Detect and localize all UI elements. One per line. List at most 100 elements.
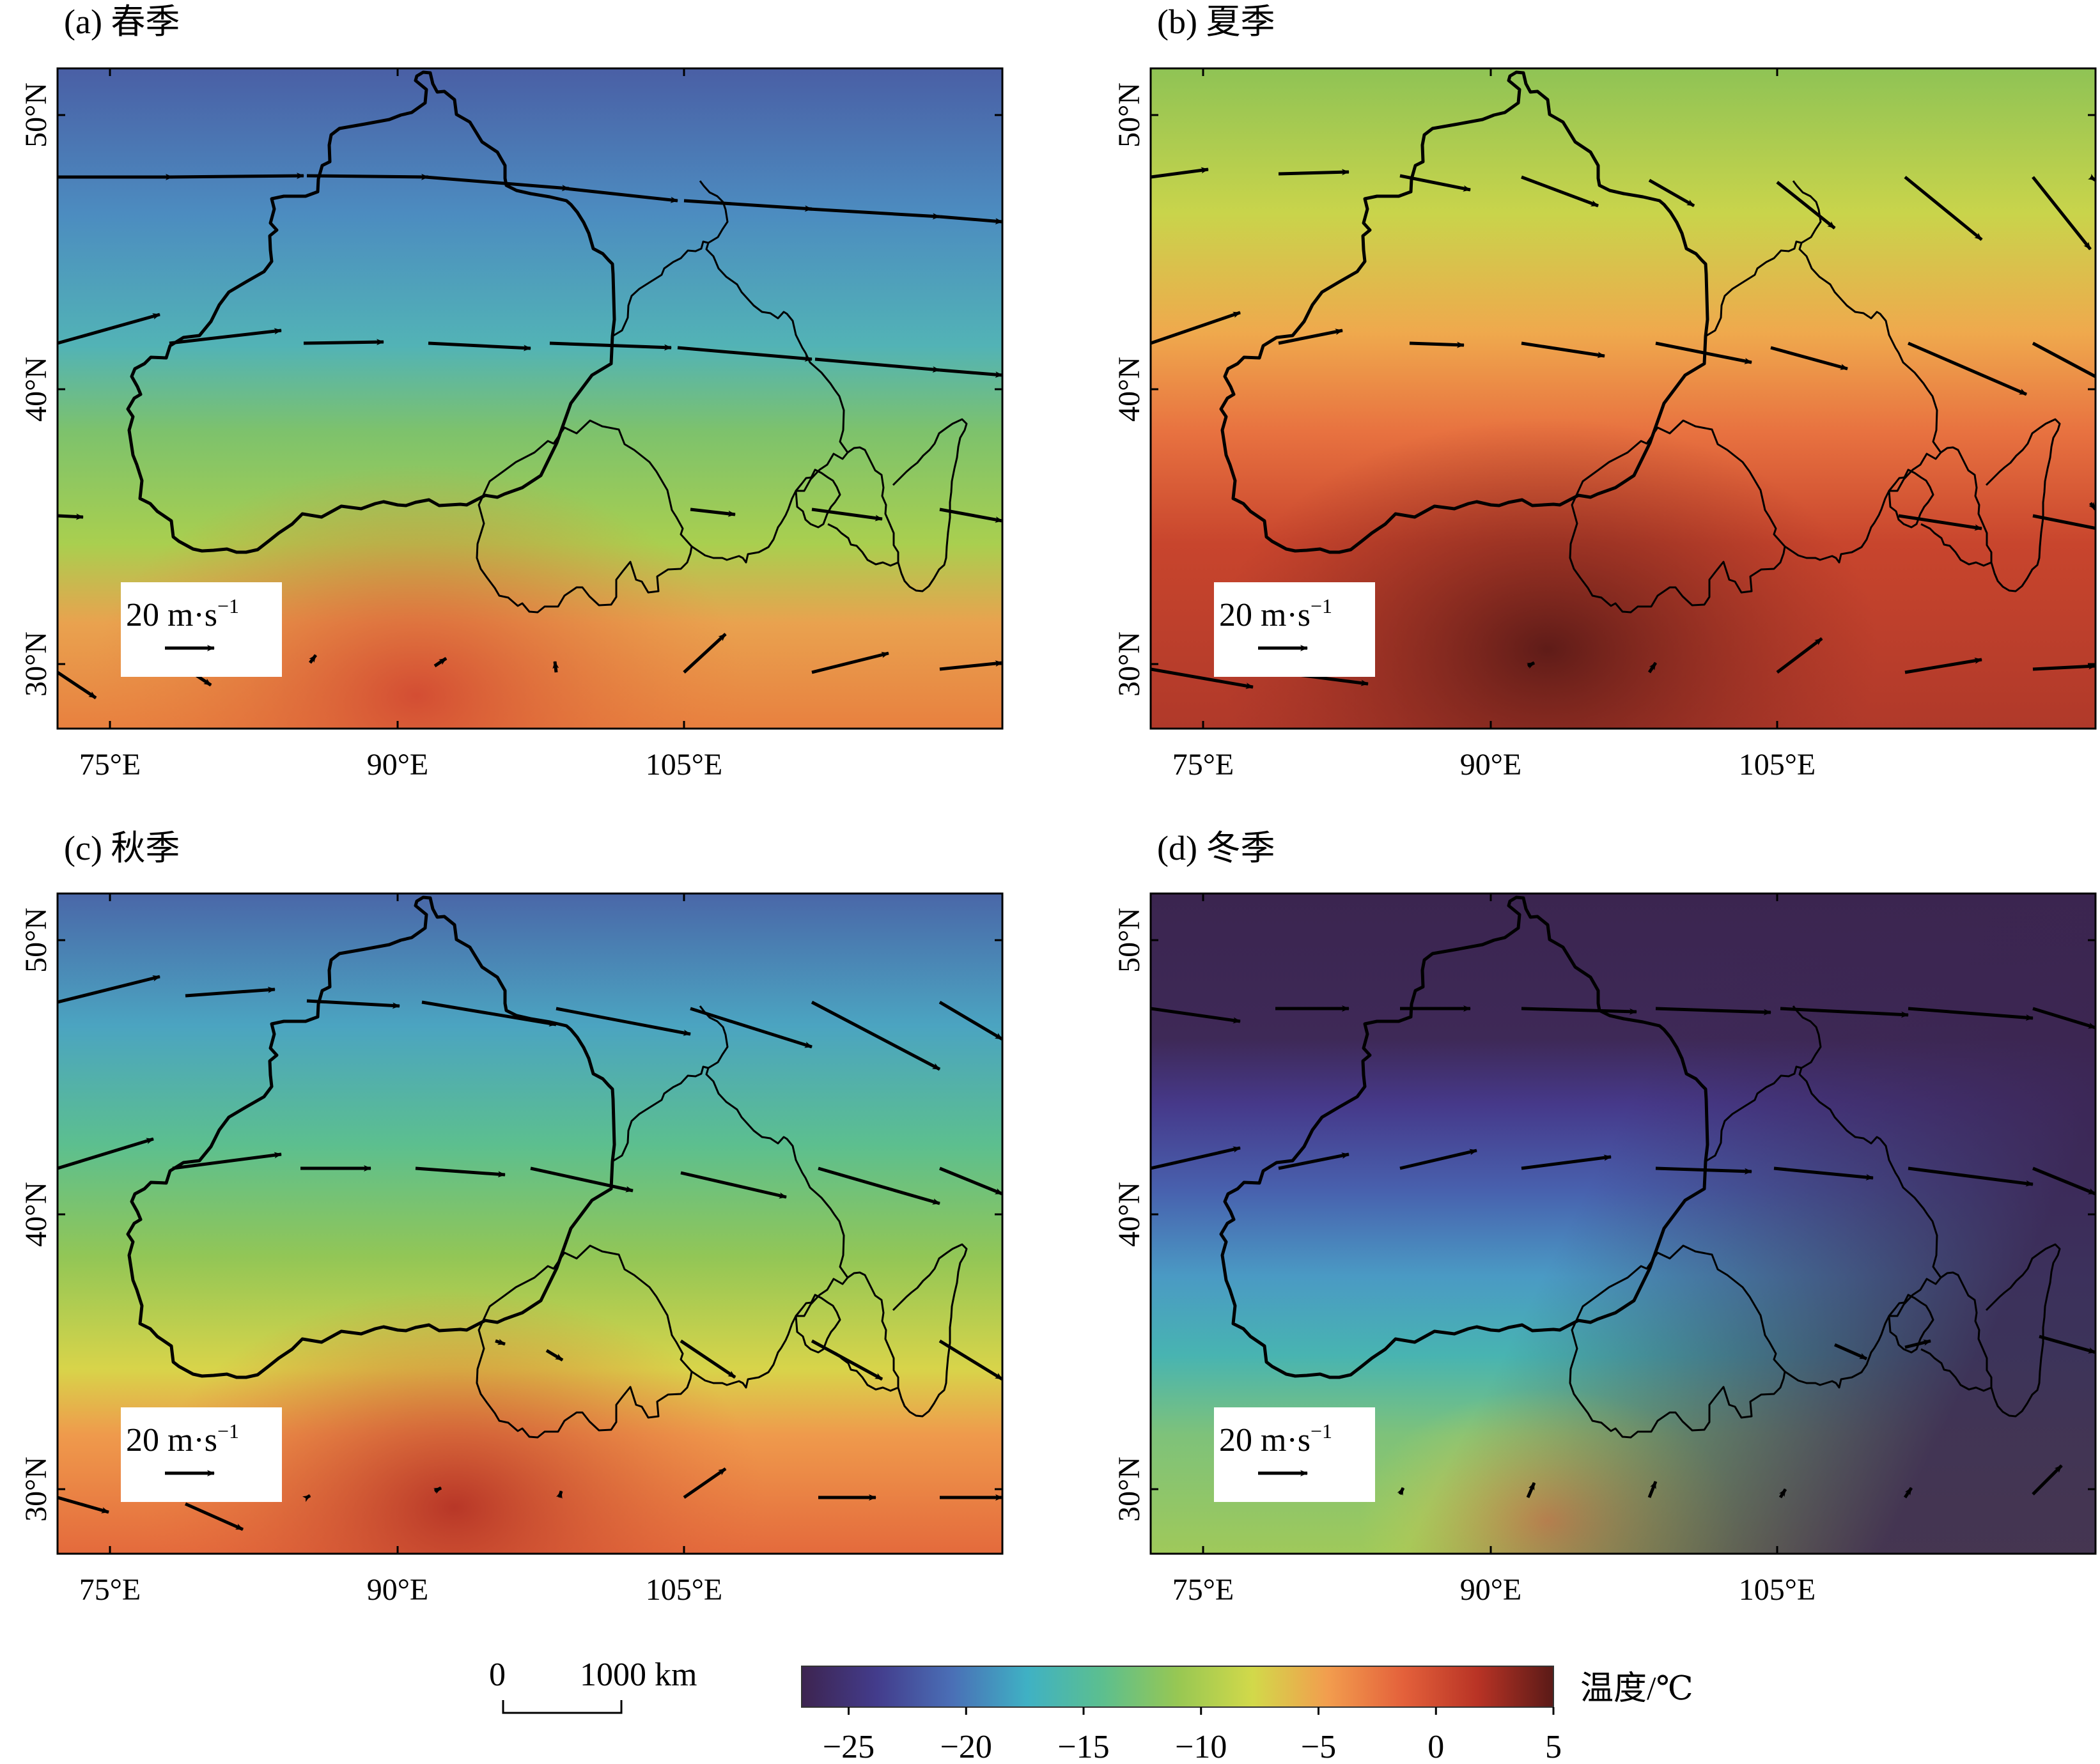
wind-arrow [169, 173, 304, 180]
wind-arrow [552, 661, 559, 673]
xinjiang-border [126, 895, 616, 1379]
wind-arrow [1526, 1482, 1536, 1498]
wind-arrow [1399, 174, 1471, 192]
wind-arrow [1776, 637, 1823, 674]
shanxi-border [1985, 418, 2061, 592]
wind-arrow [302, 1494, 311, 1502]
wind-arrow [680, 1171, 787, 1199]
panel-title: (a) 春季 [64, 3, 180, 41]
wind-arrow [1151, 667, 1254, 690]
wind-arrow [1908, 1166, 2034, 1187]
scale-bar-end: 1000 km [580, 1657, 697, 1693]
wind-reference-label: 20 m·s−1 [1219, 594, 1332, 633]
wind-arrow [1521, 175, 1599, 208]
lat-tick-label: 50°N [19, 82, 53, 148]
map-panel-autumn: 20 m·s−1 75°E 90°E 105°E 30°N 40°N 50°N [19, 892, 1004, 1607]
shanxi-border [1985, 1243, 2061, 1418]
province-borders [126, 895, 968, 1439]
wind-arrow [415, 1166, 506, 1178]
wind-arrow [58, 313, 160, 345]
wind-arrow [1647, 662, 1658, 674]
map-panel-spring: 20 m·s−1 75°E 90°E 105°E 30°N 40°N 50°N [19, 67, 1004, 782]
wind-arrow [424, 175, 570, 192]
colorbar-ramp [801, 1666, 1554, 1708]
wind-reference-unit: m·s [1261, 597, 1311, 633]
map-frame [56, 892, 1004, 1555]
wind-arrow [1904, 657, 1982, 674]
wind-arrow [1655, 1007, 1771, 1016]
wind-arrow [2032, 1464, 2063, 1496]
wind-reference-unit: m·s [167, 597, 217, 633]
wind-arrow [677, 346, 813, 362]
wind-arrow [1526, 661, 1536, 669]
gansu-north-border [699, 180, 729, 244]
xinjiang-border [1219, 70, 1709, 554]
lon-tick-label: 105°E [646, 1573, 723, 1607]
wind-arrow [1778, 1488, 1787, 1499]
wind-arrow [939, 368, 1002, 378]
colorbar: 温度/℃ −25 −20 −15 −10 −5 0 5 [801, 1666, 1693, 1764]
lon-tick-label: 90°E [1460, 748, 1522, 782]
wind-arrow [169, 328, 282, 345]
shanxi-border [892, 418, 968, 592]
wind-reference-exponent: −1 [217, 1420, 239, 1443]
ningxia-border [795, 468, 841, 529]
wind-arrow [433, 1486, 442, 1494]
wind-arrow [808, 207, 940, 220]
wind-reference-label: 20 m·s−1 [126, 594, 239, 633]
gansu-north-border [1792, 1005, 1822, 1069]
wind-arrow [1655, 341, 1752, 364]
panel-title: (d) 冬季 [1157, 829, 1275, 867]
lon-tick-label: 75°E [79, 748, 141, 782]
colorbar-tick-label: −15 [1057, 1729, 1109, 1764]
wind-arrow [1780, 1007, 1909, 1018]
lat-tick-label: 50°N [1112, 82, 1146, 148]
province-borders [126, 70, 968, 614]
colorbar-tick-label: −5 [1301, 1729, 1336, 1764]
wind-arrow [939, 1166, 1002, 1196]
wind-arrow [309, 654, 317, 664]
colorbar-tick-label: −10 [1175, 1729, 1227, 1764]
wind-arrow [1151, 167, 1209, 179]
wind-vectors [58, 975, 1002, 1531]
wind-arrow [428, 341, 531, 352]
wind-reference-box: 20 m·s−1 [121, 1407, 282, 1502]
wind-reference-label: 20 m·s−1 [1219, 1420, 1332, 1458]
wind-reference-unit: m·s [1261, 1422, 1311, 1458]
wind-arrow [1833, 1343, 1868, 1361]
wind-vectors [58, 173, 1002, 700]
wind-arrow [2032, 176, 2092, 251]
wind-reference-exponent: −1 [1311, 1420, 1332, 1443]
lon-tick-label: 90°E [367, 748, 429, 782]
wind-arrow [2032, 1007, 2096, 1030]
wind-arrow [495, 1338, 506, 1346]
panel-title: (b) 夏季 [1157, 3, 1275, 41]
map-panel-summer: 20 m·s−1 75°E 90°E 105°E 30°N 40°N 50°N [1112, 67, 2097, 782]
wind-arrow [184, 1502, 244, 1531]
wind-arrow [811, 1000, 941, 1071]
wind-reference-value: 20 [126, 1422, 167, 1458]
wind-arrow [1151, 1146, 1241, 1170]
lon-tick-label: 75°E [79, 1573, 141, 1607]
wind-arrow [818, 1166, 940, 1205]
qinghai-border [476, 1244, 693, 1439]
wind-arrow [1647, 1481, 1658, 1498]
wind-reference-value: 20 [1219, 597, 1261, 633]
wind-arrow [1776, 181, 1836, 229]
wind-arrow [683, 633, 727, 674]
gansu-border [1705, 240, 1942, 564]
wind-reference-value: 20 [1219, 1422, 1261, 1458]
shaanxi-border [827, 1271, 899, 1392]
wind-arrow [939, 215, 1002, 225]
map-frame [1149, 67, 2097, 730]
gansu-border [612, 1065, 849, 1389]
axis-ticks [58, 68, 1002, 729]
wind-arrow [433, 656, 447, 668]
lat-tick-label: 30°N [1112, 631, 1146, 697]
wind-arrow [811, 507, 883, 522]
wind-arrow [1655, 1166, 1752, 1175]
lon-tick-label: 105°E [1739, 748, 1816, 782]
wind-arrow [690, 1007, 813, 1049]
wind-arrow [303, 339, 384, 346]
